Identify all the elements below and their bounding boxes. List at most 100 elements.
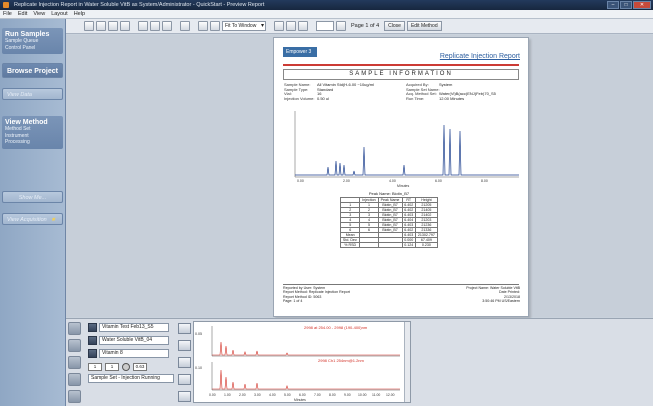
dial-icon[interactable]: [122, 362, 130, 371]
view-acquisition-label: View Acquisition: [7, 216, 47, 223]
export-icon[interactable]: [108, 21, 118, 31]
info-key: Vial:: [284, 91, 292, 97]
run-samples-section[interactable]: Run Samples Sample Queue Control Panel: [2, 28, 63, 54]
edit-method-button[interactable]: Edit Method: [406, 21, 442, 31]
live-plot-panel[interactable]: 2998 at 254.00 - 2998 (190-400)nm 2998 C…: [193, 321, 411, 403]
sidebar-item-method-set[interactable]: Method Set: [5, 126, 31, 132]
multi-page-icon[interactable]: [162, 21, 172, 31]
info-value: All Vitamin Std(H-6.00 ~10ug/ml: [317, 82, 374, 87]
report-footer-right: Project Name: Water Soluble VitB Date Pr…: [466, 286, 520, 304]
zoom-in-icon[interactable]: [198, 21, 208, 31]
info-key: Sample Name:: [284, 82, 311, 87]
table-cell: Std. Dev.: [339, 237, 361, 243]
menu-layout[interactable]: Layout: [51, 11, 68, 17]
info-key: Sample Set Name:: [406, 86, 440, 92]
table-cell: [377, 242, 403, 248]
view-method-title[interactable]: View Method: [5, 119, 48, 126]
zoom-icon[interactable]: [178, 374, 191, 385]
monitor-icon[interactable]: [178, 357, 191, 368]
app-icon: [3, 2, 9, 8]
close-button[interactable]: Close: [384, 21, 405, 31]
table-view-icon[interactable]: [178, 340, 191, 351]
pause-icon[interactable]: [68, 390, 81, 403]
edit-icon[interactable]: [68, 373, 81, 386]
browse-project-button[interactable]: Browse Project: [2, 63, 63, 78]
peak-table-title: Peak Name: Biotin_B7: [368, 191, 410, 196]
view-data-button[interactable]: View Data: [2, 88, 63, 100]
view-acquisition-button[interactable]: View Acquisition ★: [2, 212, 63, 225]
two-page-icon[interactable]: [150, 21, 160, 31]
last-page-icon[interactable]: [336, 21, 346, 31]
page-setup-icon[interactable]: [180, 21, 190, 31]
ctrl-value[interactable]: 1: [105, 362, 119, 371]
next-page-icon[interactable]: [298, 21, 308, 31]
x-tick: 12.00: [386, 393, 395, 397]
y-tick: 0.05: [195, 332, 202, 336]
ctrl-value[interactable]: 1: [88, 362, 102, 371]
page-indicator: Page 1 of 4: [351, 23, 380, 29]
sidebar-item-control-panel[interactable]: Control Panel: [5, 44, 36, 51]
sample-info-header: SAMPLE INFORMATION: [283, 69, 519, 80]
trace2-label: 2998 Ch1 254nm@1.2nm: [318, 358, 365, 363]
sidebar-item-instrument[interactable]: Instrument: [5, 132, 29, 139]
print-icon[interactable]: [84, 21, 94, 31]
maximize-button[interactable]: □: [620, 1, 632, 9]
single-page-icon[interactable]: [138, 21, 148, 31]
stop-icon[interactable]: [68, 356, 81, 369]
report-footer-left: Reported by User: System Report Method: …: [283, 286, 350, 304]
trace1-label: 2998 at 254.00 - 2998 (190-400)nm: [304, 325, 368, 330]
info-key: Injection Volume:: [284, 95, 315, 101]
table-row: % RSD 0.124 0.230: [339, 242, 439, 248]
chromatogram-chart: 0.00 2.00 4.00 6.00 8.00 Minutes: [294, 111, 519, 188]
table-cell: [359, 242, 379, 248]
info-value: Standard: [317, 86, 334, 92]
instrument-icon[interactable]: [68, 339, 81, 352]
footer-line: 3:50:46 PM US/Eastern: [482, 299, 520, 304]
menu-file[interactable]: File: [3, 11, 12, 17]
x-tick: 4.00: [269, 393, 276, 397]
show-me-button[interactable]: Show Me...: [2, 190, 63, 203]
plot-scrollbar[interactable]: [404, 322, 410, 402]
list-item[interactable]: Vitamin 8: [88, 348, 176, 359]
zoom-select[interactable]: Fit To Window: [222, 21, 266, 31]
zoom-out-icon[interactable]: [210, 21, 220, 31]
sidebar: Run Samples Sample Queue Control Panel B…: [0, 19, 66, 406]
first-page-icon[interactable]: [274, 21, 284, 31]
trace2-line: [212, 369, 400, 390]
sidebar-item-processing[interactable]: Processing: [5, 139, 30, 145]
info-key: Acq. Method Set:: [406, 91, 437, 97]
control-row: 1 1 0.63: [88, 361, 176, 372]
prev-page-icon[interactable]: [286, 21, 296, 31]
table-cell: Injection: [359, 197, 379, 203]
list-item[interactable]: Water Soluble VitB_04: [88, 335, 176, 346]
view-method-section[interactable]: View Method Method Set Instrument Proces…: [2, 116, 63, 149]
plot-view-icon[interactable]: [178, 323, 191, 334]
run-samples-title[interactable]: Run Samples: [5, 31, 50, 38]
menu-edit[interactable]: Edit: [17, 11, 28, 17]
menu-view[interactable]: View: [33, 11, 46, 17]
info-value: 12.00 Minutes: [439, 95, 465, 101]
minimize-button[interactable]: –: [607, 1, 619, 9]
x-tick: 0.00: [297, 179, 304, 183]
run-icon[interactable]: [68, 322, 81, 335]
email-icon[interactable]: [120, 21, 130, 31]
save-icon[interactable]: [96, 21, 106, 31]
close-window-button[interactable]: ✕: [633, 1, 651, 9]
menu-bar: File Edit View Layout Help: [0, 10, 653, 19]
x-tick: 6.00: [435, 179, 442, 183]
item-label: Water Soluble VitB_04: [99, 336, 169, 345]
sidebar-item-sample-queue[interactable]: Sample Queue: [5, 38, 39, 44]
info-key: Sample Type:: [284, 86, 309, 92]
info-value: 16: [317, 91, 322, 97]
axis-icon[interactable]: [178, 391, 191, 402]
footer-line: Report Method: Replicate Injection Repor…: [283, 290, 350, 295]
x-tick: 10.00: [358, 393, 367, 397]
sample-info-left: Sample Name: All Vitamin Std(H-6.00 ~10ug…: [284, 82, 374, 101]
info-value: Water(Vi)B(acc)ENJ(Feb)70_S5: [439, 91, 496, 97]
x-tick: 0.00: [209, 393, 216, 397]
report-tab: Empower 3: [283, 47, 317, 57]
page-select[interactable]: [316, 21, 334, 31]
ctrl-value[interactable]: 0.63: [133, 362, 147, 371]
menu-help[interactable]: Help: [73, 11, 86, 17]
list-item[interactable]: Vitamin Test Feb13_S5: [88, 322, 176, 333]
